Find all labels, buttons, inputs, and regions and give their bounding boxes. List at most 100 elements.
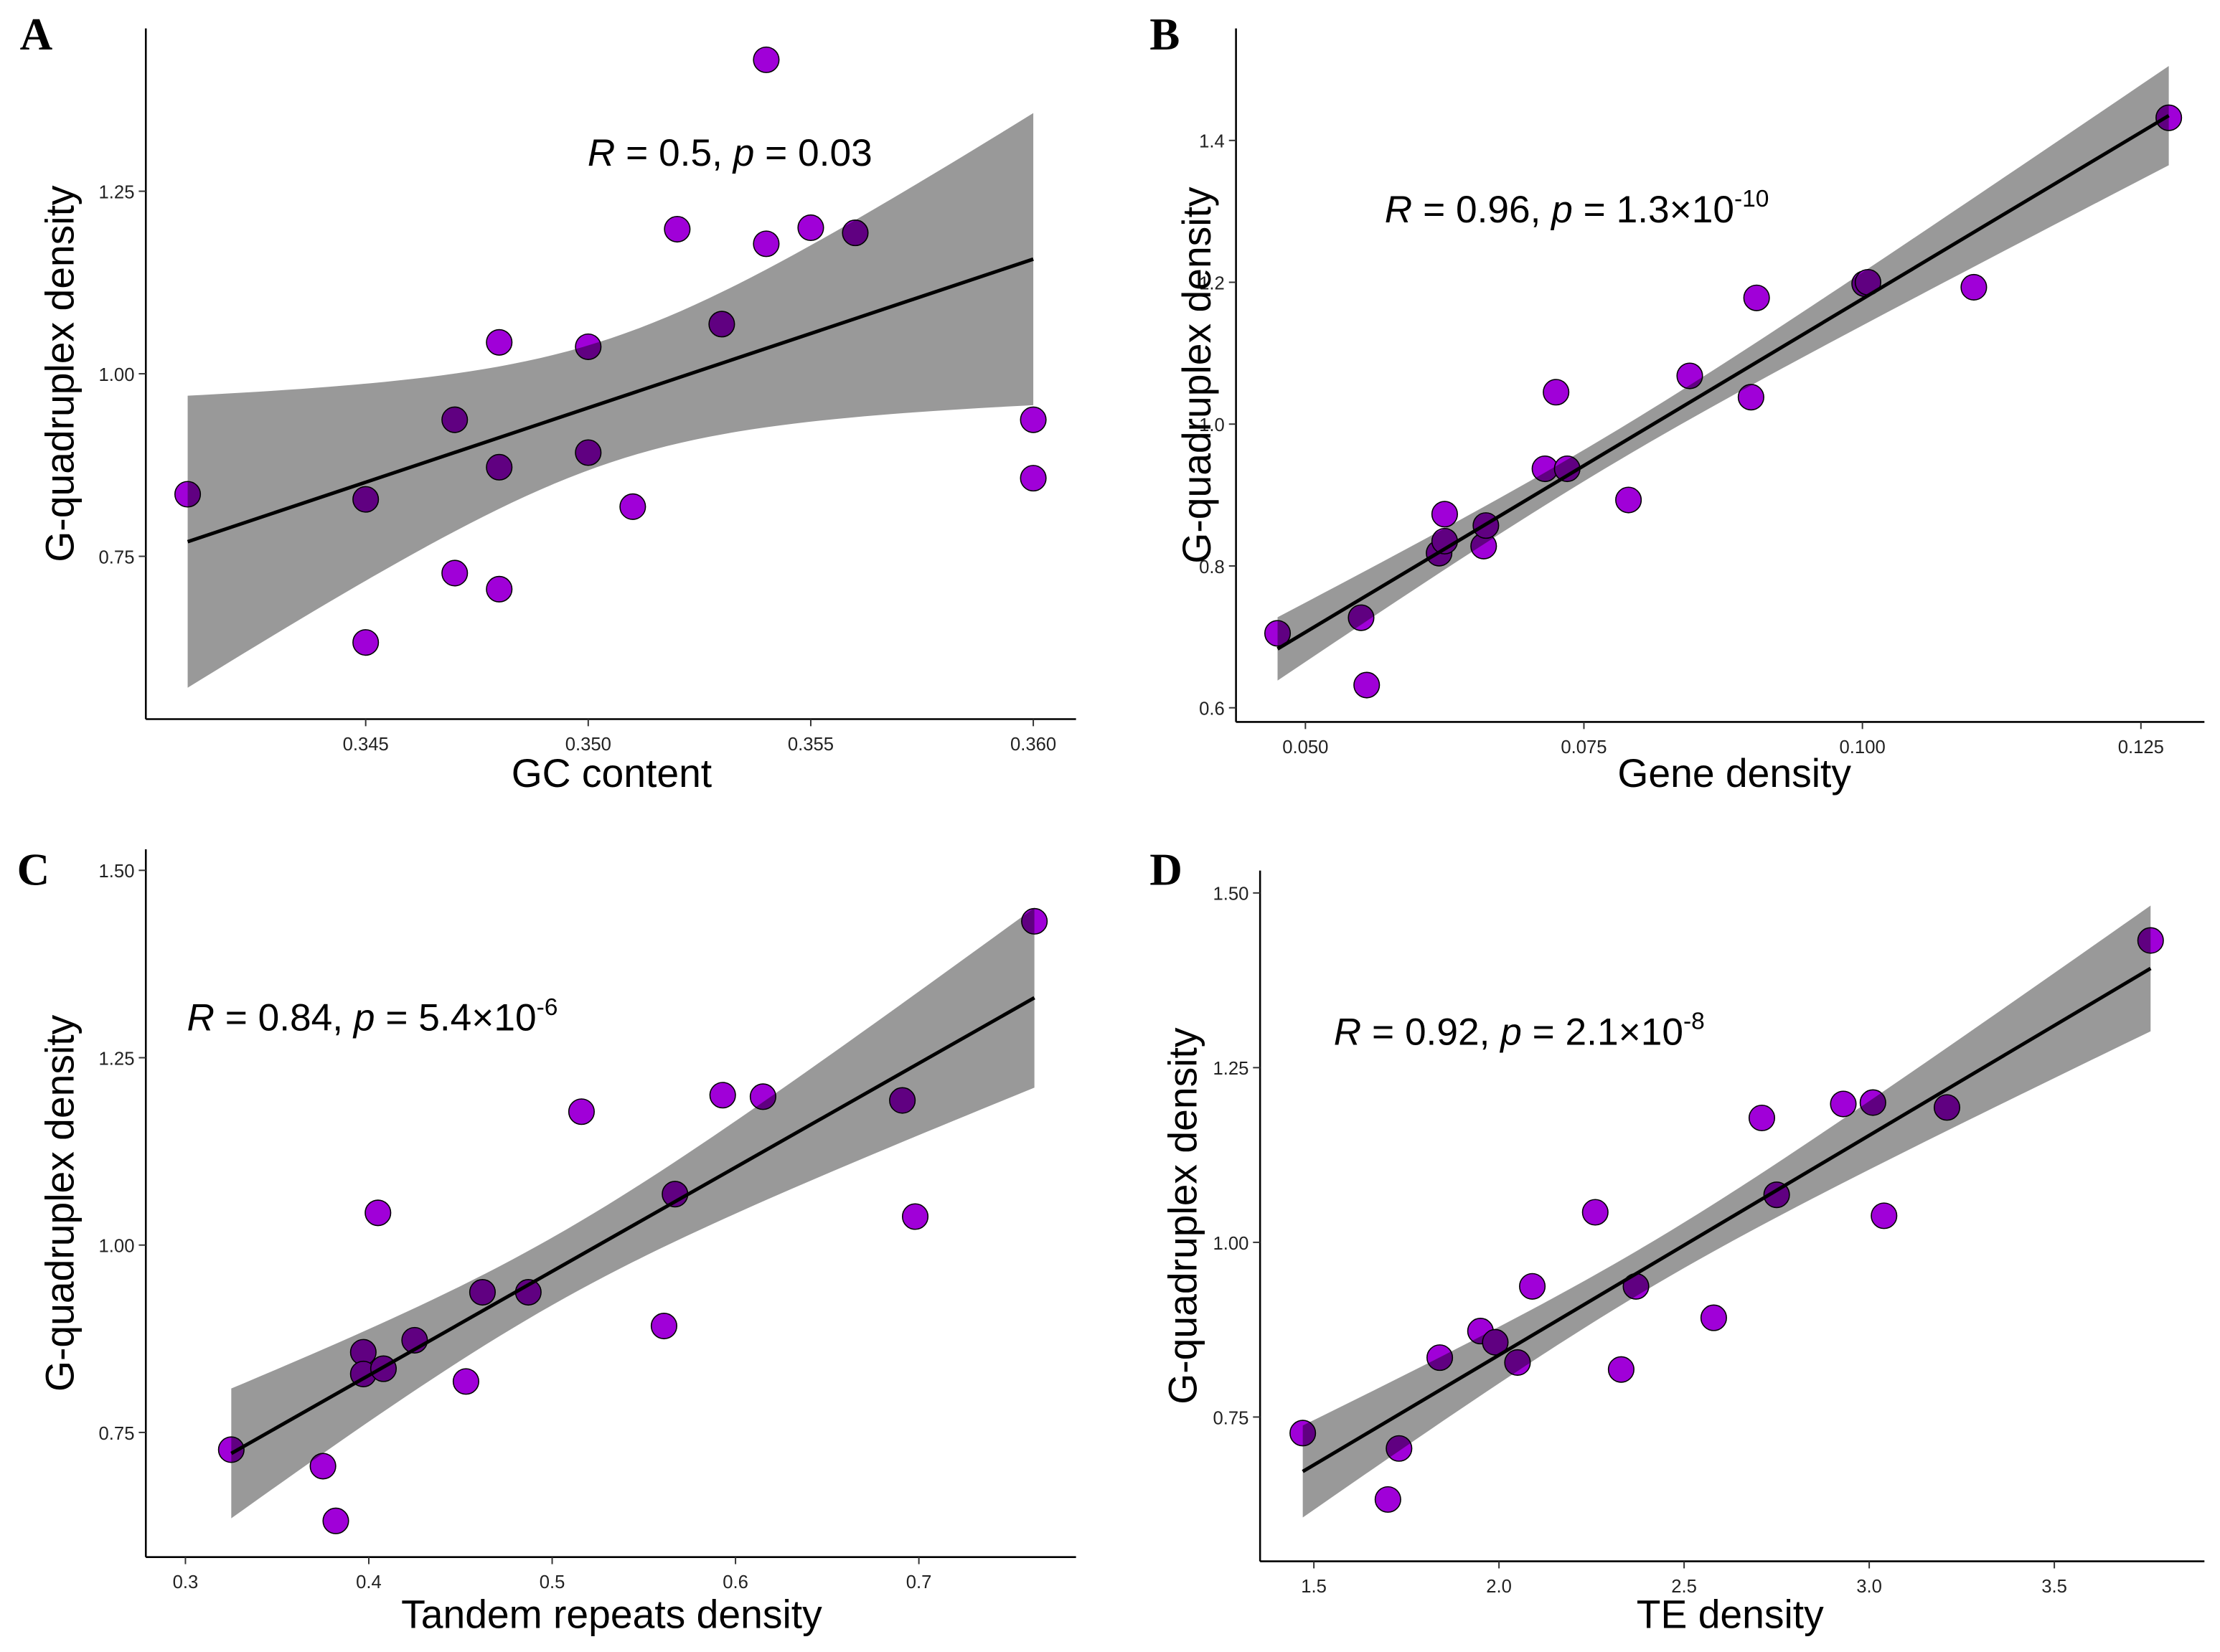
data-point: [1289, 1420, 1317, 1447]
data-point: [753, 46, 780, 73]
y-tick-label: 1.25: [1213, 1059, 1248, 1079]
y-tick-label: 1.00: [99, 1237, 135, 1257]
x-axis-label: GC content: [512, 751, 712, 796]
data-point: [1374, 1486, 1401, 1513]
panel-letter: D: [1149, 844, 1182, 895]
y-tick-label: 1.00: [99, 365, 135, 385]
y-tick-label: 1.50: [1213, 884, 1248, 905]
p-exponent: -6: [537, 994, 558, 1021]
confidence-band: [231, 907, 1035, 1519]
panel-d: D 1.5 2.0 2.5 3.0 3.5 0.75 1.00 1.25 1.50 TE densi…: [1149, 844, 2205, 1636]
correlation-annotation: R = 0.96, p = 1.3×10-10: [1385, 186, 1769, 231]
x-tick-label: 0.100: [1840, 737, 1886, 757]
p-exponent: -10: [1734, 186, 1769, 212]
x-tick-label: 2.0: [1486, 1577, 1512, 1597]
data-point: [486, 453, 513, 481]
x-tick-label: 0.355: [788, 735, 834, 755]
data-point: [709, 1082, 736, 1109]
regression-line: [187, 257, 1034, 544]
data-point: [1830, 1090, 1857, 1118]
data-point: [619, 493, 646, 520]
data-point: [1543, 379, 1570, 406]
data-point: [1347, 604, 1375, 631]
y-tick-label: 1.4: [1199, 132, 1225, 152]
data-point: [452, 1368, 479, 1395]
data-point: [1737, 384, 1764, 411]
panel-b: B 0.050 0.075 0.100 0.125 0.6 0.8 1.0 1.2 1.4 Gene…: [1149, 9, 2205, 796]
data-point: [1020, 465, 1047, 492]
p-symbol: p: [1550, 189, 1573, 231]
r-value: = 0.84,: [215, 997, 354, 1039]
panel-letter: C: [17, 844, 50, 895]
y-tick-label: 0.75: [99, 1424, 135, 1444]
data-point: [1519, 1273, 1546, 1300]
x-tick-label: 0.075: [1561, 737, 1607, 757]
y-tick-label: 0.6: [1199, 699, 1225, 719]
data-point: [469, 1278, 496, 1306]
x-tick-label: 0.125: [2118, 737, 2164, 757]
x-tick-label: 2.5: [1671, 1577, 1697, 1597]
y-tick-label: 0.8: [1199, 557, 1225, 577]
panel-c: C 0.3 0.4 0.5 0.6 0.7 0.75 1.00 1.25 1.50 Tandem r…: [17, 844, 1076, 1636]
x-tick-label: 0.050: [1282, 737, 1328, 757]
correlation-annotation: R = 0.92, p = 2.1×10-8: [1334, 1009, 1705, 1054]
data-point: [1748, 1104, 1776, 1132]
data-point: [1264, 620, 1292, 647]
data-point: [322, 1507, 349, 1534]
data-point: [1607, 1356, 1635, 1383]
r-value: = 0.96,: [1412, 189, 1551, 231]
panel-a: A 0.345 0.350 0.355 0.360 0.75 1.00 1.25 GC cont…: [20, 9, 1076, 796]
x-tick-label: 0.350: [565, 735, 611, 755]
data-point: [650, 1313, 677, 1340]
r-symbol: R: [1385, 189, 1412, 231]
panel-letter: A: [20, 9, 53, 60]
y-tick-label: 0.75: [99, 547, 135, 567]
data-point: [352, 486, 380, 513]
data-point: [486, 575, 513, 603]
r-value: = 0.5,: [615, 132, 733, 174]
y-tick-label: 1.25: [99, 182, 135, 202]
r-symbol: R: [1334, 1011, 1361, 1053]
data-point: [364, 1199, 392, 1227]
panel-letter: B: [1149, 9, 1180, 60]
data-point: [1581, 1199, 1609, 1226]
confidence-band: [1302, 905, 2151, 1518]
x-tick-label: 0.7: [906, 1572, 932, 1592]
x-tick-label: 1.5: [1301, 1577, 1327, 1597]
x-tick-label: 0.3: [173, 1572, 199, 1592]
data-point: [889, 1087, 916, 1114]
data-point: [749, 1083, 776, 1110]
correlation-annotation: R = 0.84, p = 5.4×10-6: [187, 994, 558, 1039]
data-point: [753, 230, 780, 258]
r-value: = 0.92,: [1361, 1011, 1500, 1053]
data-point: [1676, 362, 1703, 390]
data-point: [1615, 486, 1642, 514]
p-exponent: -8: [1683, 1009, 1705, 1035]
data-point: [174, 481, 202, 508]
regression-line: [230, 996, 1035, 1455]
data-point: [441, 560, 469, 587]
data-point: [1431, 501, 1458, 528]
confidence-band: [1277, 65, 2169, 681]
x-axis-label: Gene density: [1617, 751, 1851, 796]
x-tick-label: 3.5: [2041, 1577, 2067, 1597]
data-point: [2155, 104, 2183, 131]
data-point: [568, 1098, 595, 1125]
y-tick-label: 1.00: [1213, 1234, 1248, 1254]
data-point: [1700, 1304, 1727, 1331]
regression-line: [1276, 114, 2170, 651]
y-tick-label: 0.75: [1213, 1408, 1248, 1428]
x-tick-label: 0.345: [343, 735, 389, 755]
y-axis-label: G-quadruplex density: [1175, 187, 1219, 564]
data-point: [901, 1203, 929, 1230]
x-tick-label: 3.0: [1856, 1577, 1882, 1597]
r-symbol: R: [588, 132, 615, 174]
p-symbol: p: [352, 997, 375, 1039]
data-point: [1933, 1094, 1961, 1121]
data-point: [708, 311, 735, 338]
data-point: [1743, 284, 1770, 311]
x-axis-label: Tandem repeats density: [401, 1592, 822, 1636]
y-tick-label: 1.2: [1199, 273, 1225, 293]
data-point: [309, 1453, 337, 1480]
